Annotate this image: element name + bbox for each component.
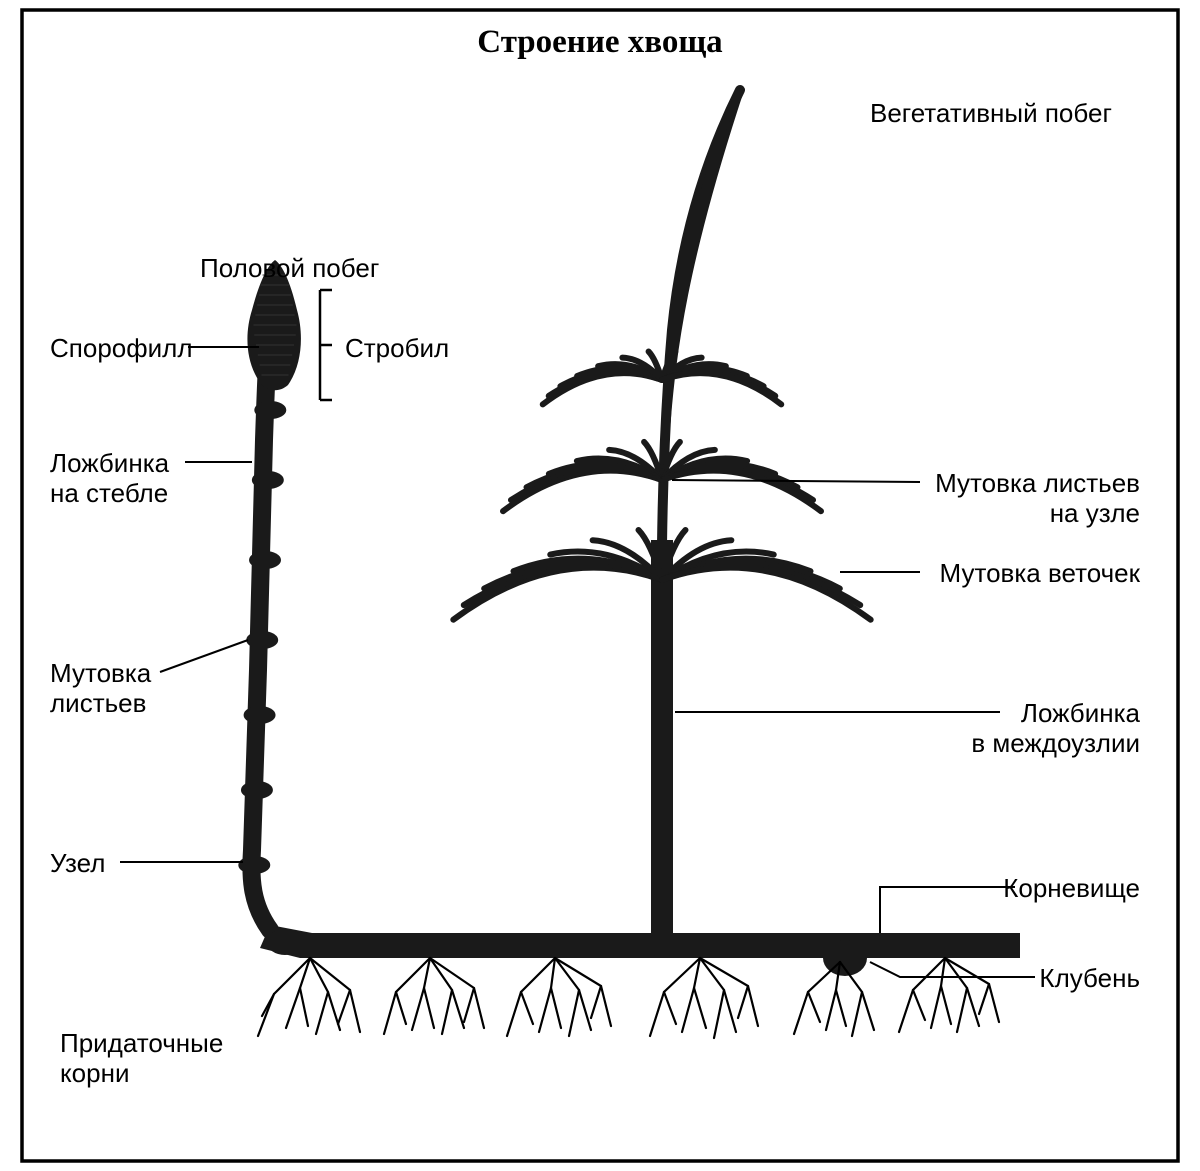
fertile-shoot [238, 260, 303, 955]
leader-leaf-whorl-node [672, 480, 920, 482]
rhizome-shape [260, 925, 1020, 958]
diagram-title: Строение хвоща [0, 24, 1200, 61]
label-leaf-whorl-node: Мутовка листьев на узле [935, 469, 1140, 529]
label-rhizome: Корневище [1003, 874, 1140, 904]
label-internode-groove: Ложбинка в междоузлии [971, 699, 1140, 759]
strobilus-bracket [320, 290, 332, 400]
label-strobilus: Стробил [345, 334, 449, 364]
label-fertile-shoot-title: Половой побег [200, 254, 379, 284]
label-leaf-whorl-left: Мутовка листьев [50, 659, 151, 719]
label-sporophyll: Спорофилл [50, 334, 193, 364]
label-adventitious-roots: Придаточные корни [60, 1029, 223, 1089]
vegetative-shoot [453, 90, 870, 957]
label-node: Узел [50, 849, 105, 879]
label-branch-whorl: Мутовка веточек [940, 559, 1140, 589]
label-stem-groove: Ложбинка на стебле [50, 449, 169, 509]
label-vegetative-shoot: Вегетативный побег [870, 99, 1112, 129]
leader-leaf-whorl-left [160, 640, 248, 672]
label-tuber: Клубень [1039, 964, 1140, 994]
leader-rhizome [880, 887, 1015, 933]
